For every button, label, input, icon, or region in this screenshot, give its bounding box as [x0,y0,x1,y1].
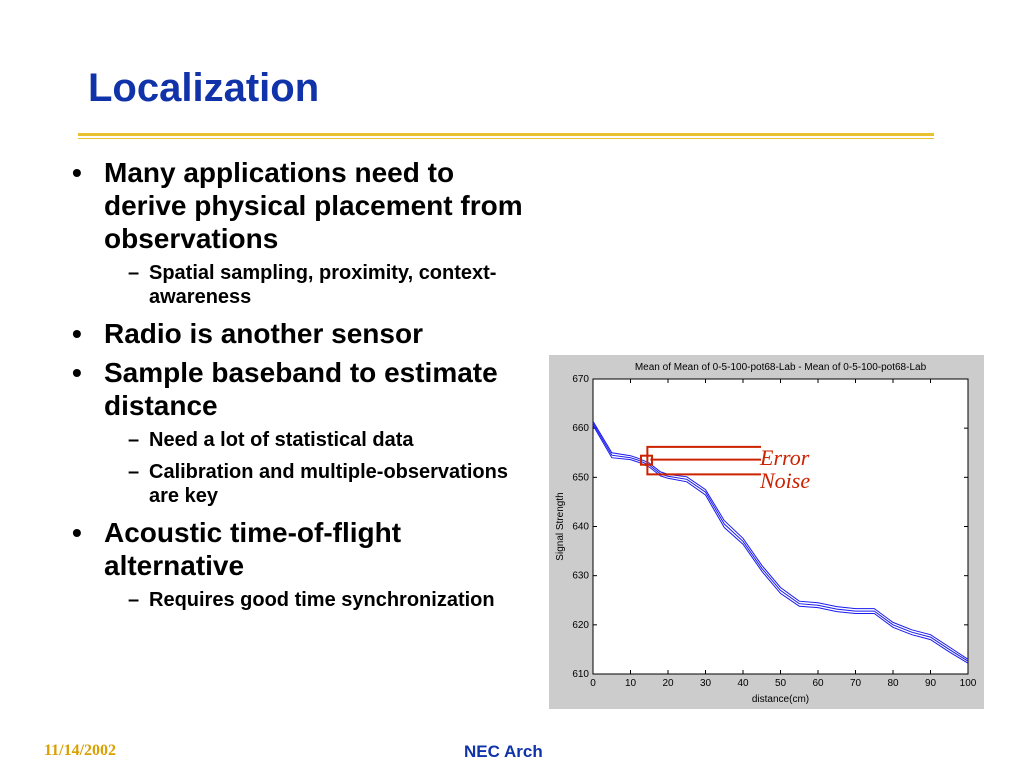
bullet-marker: • [72,357,82,388]
bullet-text: Sample baseband to estimate distance [104,357,498,421]
bullet-item: • Radio is another sensor [72,317,542,350]
x-tick-label: 70 [850,678,862,689]
x-tick-label: 20 [662,678,674,689]
x-axis-label: distance(cm) [752,694,809,705]
dash-marker: – [128,429,140,451]
y-tick-label: 660 [572,423,589,434]
x-tick-label: 30 [700,678,712,689]
signal-strength-chart: Mean of Mean of 0-5-100-pot68-Lab - Mean… [549,355,984,709]
bullet-item: • Many applications need to derive physic… [72,156,542,255]
y-tick-label: 650 [572,472,589,483]
y-tick-label: 640 [572,522,589,533]
footer-title: NEC Arch [464,742,543,761]
y-tick-label: 630 [572,571,589,582]
plot-area [592,378,969,675]
y-axis-label: Signal Strength [555,492,566,560]
x-tick-label: 100 [960,678,977,689]
chart-title: Mean of Mean of 0-5-100-pot68-Lab - Mean… [635,362,927,373]
bullet-item: • Sample baseband to estimate distance [72,356,542,422]
series-line [592,423,969,662]
sub-bullet-item: – Spatial sampling, proximity, context-aw… [72,261,542,309]
bullet-marker: • [72,517,82,548]
bullet-list: • Many applications need to derive physic… [72,156,542,620]
bullet-text: Radio is another sensor [104,318,423,349]
x-tick-label: 10 [625,678,637,689]
error-bracket [646,445,761,476]
series-line [592,421,969,660]
sub-bullet-text: Calibration and multiple-observations ar… [149,461,508,507]
sub-bullet-text: Requires good time synchronization [149,589,495,611]
dash-marker: – [128,262,140,284]
y-tick-label: 620 [572,620,589,631]
sub-bullet-item: – Requires good time synchronization [72,588,542,612]
dash-marker: – [128,589,140,611]
bullet-item: • Acoustic time-of-flight alternative [72,516,542,582]
noise-label: Noise [759,468,810,493]
y-tick-label: 610 [572,669,589,680]
title-divider-thin [78,138,934,139]
x-tick-label: 50 [775,678,787,689]
noise-box [640,454,653,466]
y-tick-label: 670 [572,374,589,385]
x-tick-label: 0 [590,678,596,689]
bullet-text: Acoustic time-of-flight alternative [104,517,402,581]
sub-bullet-item: – Need a lot of statistical data [72,428,542,452]
title-divider [78,133,934,136]
x-tick-label: 40 [737,678,749,689]
bullet-text: Many applications need to derive physica… [104,157,523,254]
dash-marker: – [128,461,140,483]
sub-bullet-item: – Calibration and multiple-observations a… [72,460,542,508]
error-label: Error [759,445,810,470]
sub-bullet-text: Need a lot of statistical data [149,429,414,451]
sub-bullet-text: Spatial sampling, proximity, context-awa… [149,262,497,308]
x-tick-label: 80 [887,678,899,689]
bullet-marker: • [72,157,82,188]
slide-title: Localization [88,66,320,110]
x-tick-label: 90 [925,678,937,689]
x-tick-label: 60 [812,678,824,689]
bullet-marker: • [72,318,82,349]
footer-date: 11/14/2002 [44,742,117,759]
chart-svg: Mean of Mean of 0-5-100-pot68-Lab - Mean… [555,362,977,705]
